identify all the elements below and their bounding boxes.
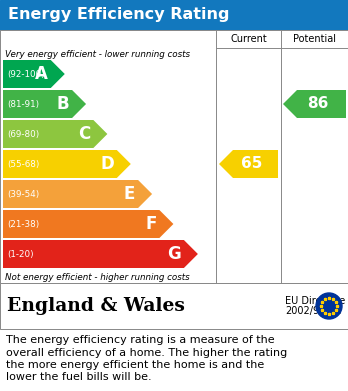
Text: the more energy efficient the home is and the: the more energy efficient the home is an… — [6, 360, 264, 370]
Text: (1-20): (1-20) — [7, 249, 34, 258]
Text: (55-68): (55-68) — [7, 160, 39, 169]
Text: D: D — [100, 155, 114, 173]
Text: (39-54): (39-54) — [7, 190, 39, 199]
Polygon shape — [3, 120, 108, 148]
Text: 65: 65 — [241, 156, 263, 172]
Polygon shape — [3, 60, 65, 88]
Text: B: B — [56, 95, 69, 113]
Text: Very energy efficient - lower running costs: Very energy efficient - lower running co… — [5, 50, 190, 59]
Text: Energy Efficiency Rating: Energy Efficiency Rating — [8, 7, 229, 23]
Bar — [0, 0, 348, 30]
Text: 2002/91/EC: 2002/91/EC — [285, 306, 341, 316]
Bar — [0, 283, 348, 329]
Polygon shape — [3, 240, 198, 268]
Polygon shape — [3, 150, 131, 178]
Text: G: G — [167, 245, 181, 263]
Text: England & Wales: England & Wales — [7, 297, 185, 315]
Text: (69-80): (69-80) — [7, 129, 39, 138]
Polygon shape — [3, 90, 86, 118]
Text: C: C — [78, 125, 90, 143]
Text: (92-100): (92-100) — [7, 70, 45, 79]
Text: A: A — [35, 65, 48, 83]
Circle shape — [316, 293, 342, 319]
Polygon shape — [3, 210, 173, 238]
Text: EU Directive: EU Directive — [285, 296, 345, 306]
Text: 86: 86 — [307, 97, 329, 111]
Text: The energy efficiency rating is a measure of the: The energy efficiency rating is a measur… — [6, 335, 275, 345]
Polygon shape — [219, 150, 278, 178]
Bar — [0, 30, 348, 283]
Text: Not energy efficient - higher running costs: Not energy efficient - higher running co… — [5, 273, 190, 282]
Text: Current: Current — [230, 34, 267, 44]
Text: (21-38): (21-38) — [7, 219, 39, 228]
Polygon shape — [283, 90, 346, 118]
Text: overall efficiency of a home. The higher the rating: overall efficiency of a home. The higher… — [6, 348, 287, 357]
Polygon shape — [3, 180, 152, 208]
Text: F: F — [145, 215, 156, 233]
Text: (81-91): (81-91) — [7, 99, 39, 108]
Text: E: E — [124, 185, 135, 203]
Text: Potential: Potential — [293, 34, 336, 44]
Text: lower the fuel bills will be.: lower the fuel bills will be. — [6, 373, 152, 382]
